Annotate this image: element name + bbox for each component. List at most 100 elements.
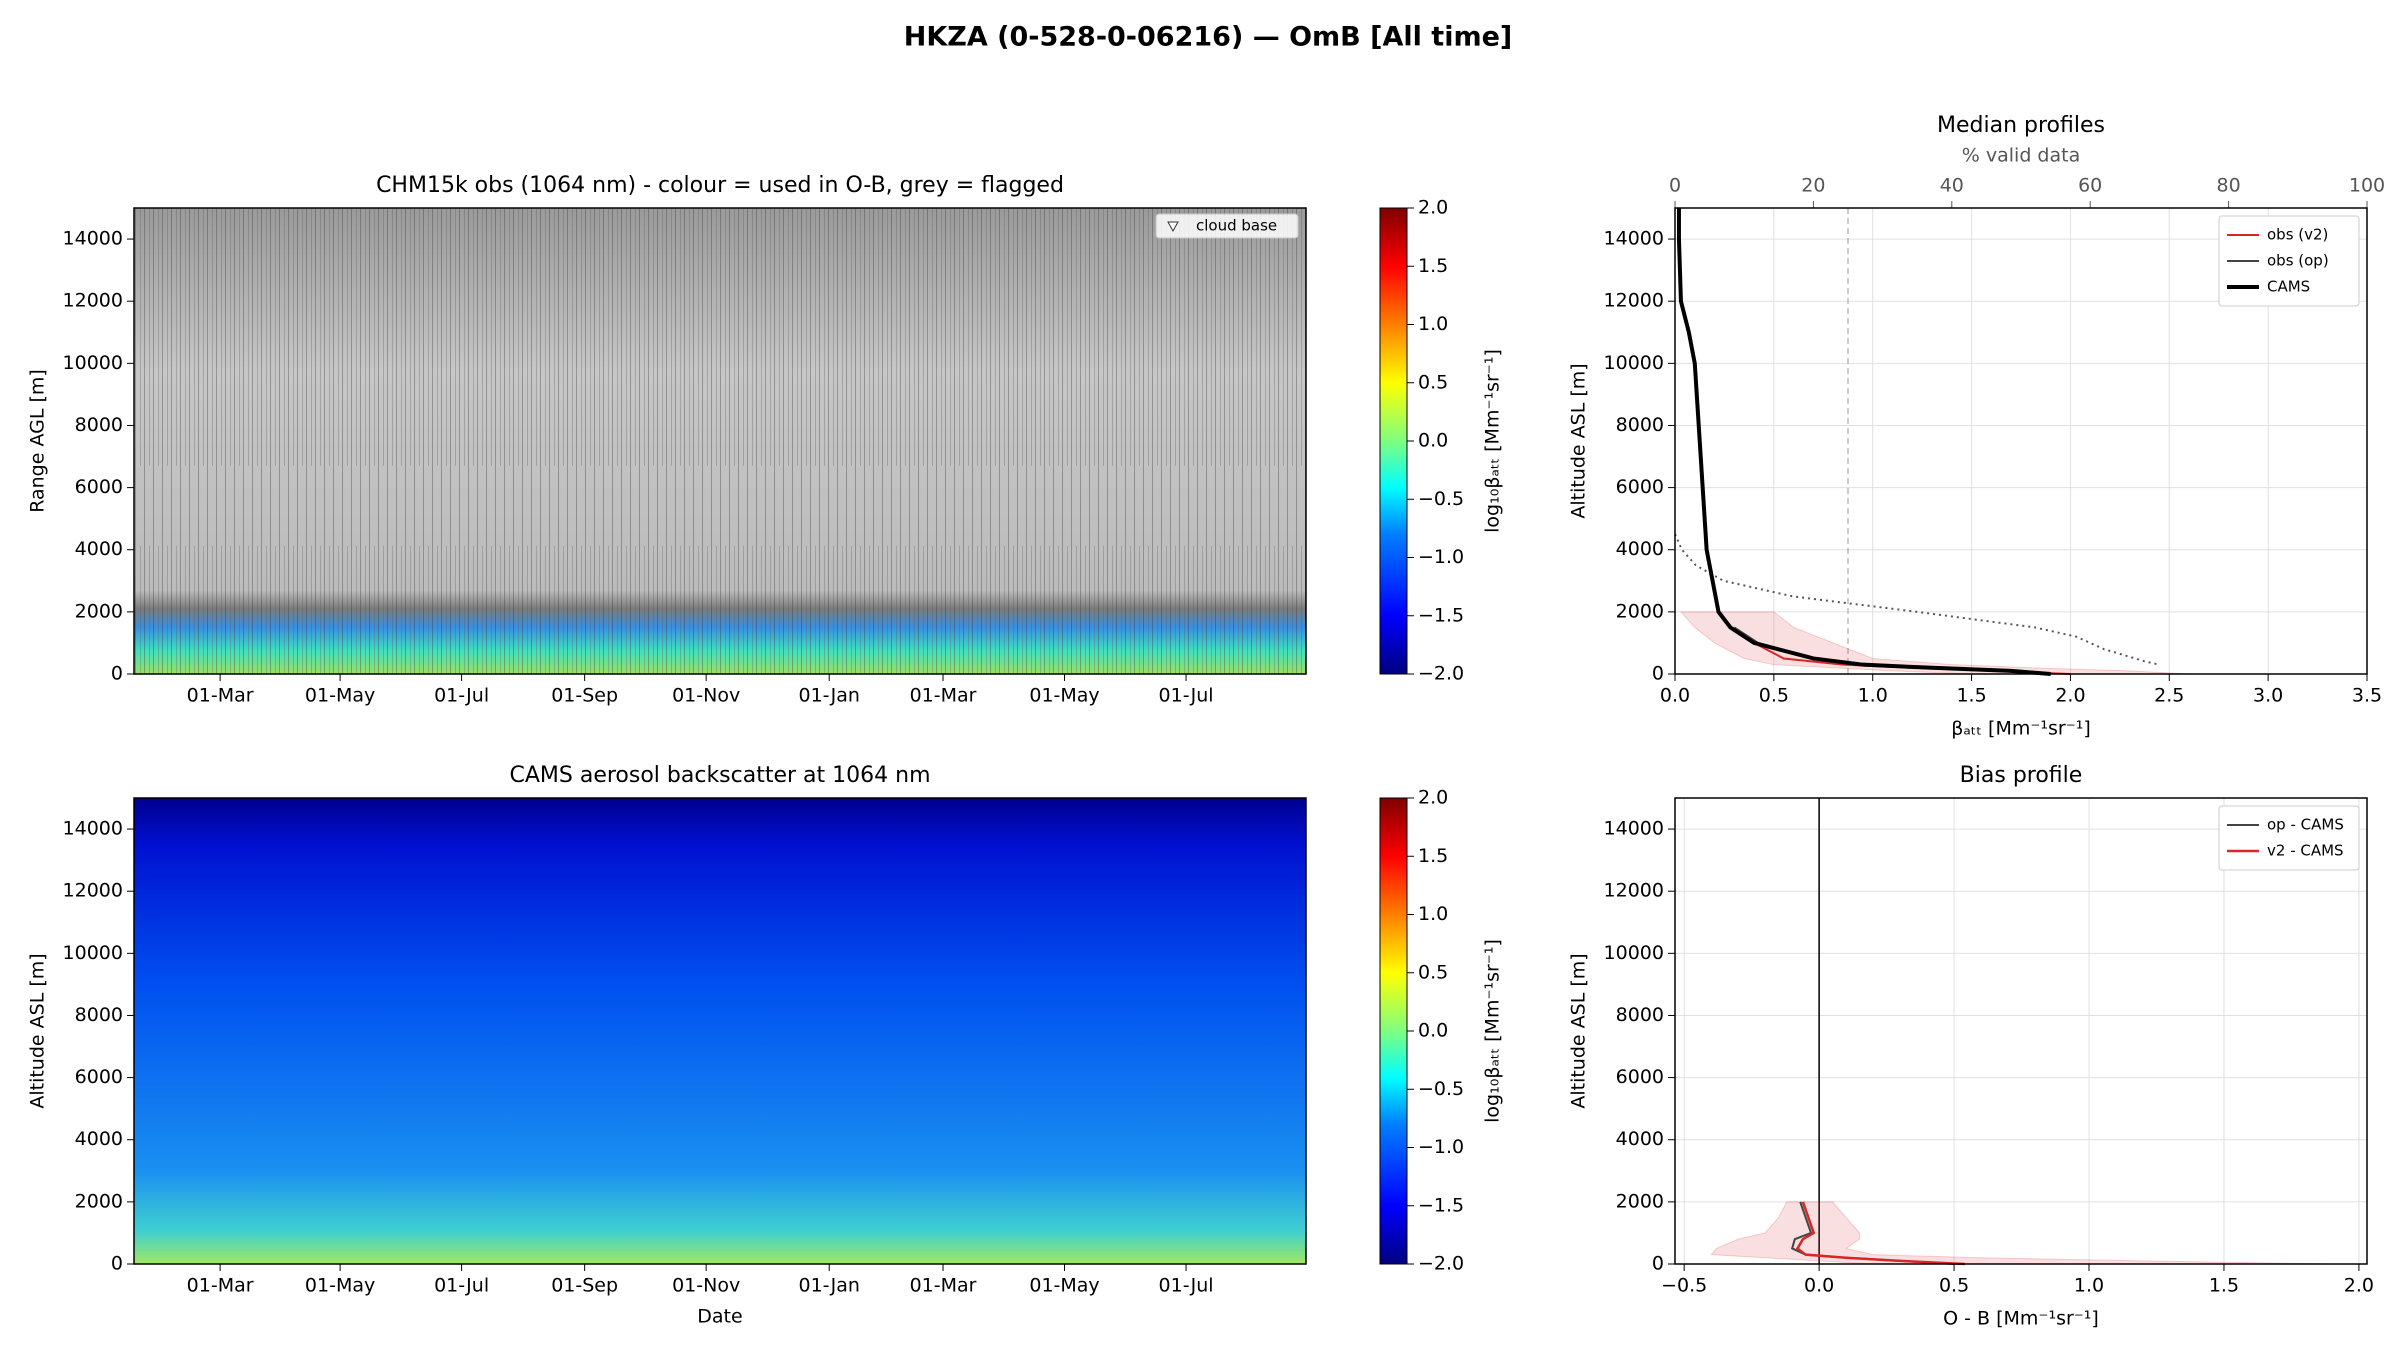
x-tick-label: 01-May (1029, 685, 1099, 707)
x2-tick-label: 0 (1669, 175, 1681, 197)
legend-label: obs (v2) (2267, 226, 2328, 244)
colorbar-tick-label: −0.5 (1418, 1078, 1464, 1100)
legend-label: v2 - CAMS (2267, 842, 2344, 860)
panel-title: CHM15k obs (1064 nm) - colour = used in … (376, 173, 1064, 198)
valid-data-line (1674, 533, 2160, 666)
x-tick-label: 3.0 (2253, 685, 2283, 707)
heatmap-image (134, 798, 1306, 1264)
colorbar-tick-label: −1.0 (1418, 546, 1464, 568)
y-tick-label: 14000 (63, 818, 123, 840)
colorbar-tick-label: 1.5 (1418, 255, 1448, 277)
x-tick-label: 01-Jul (434, 685, 489, 707)
y-tick-label: 12000 (1604, 290, 1664, 312)
legend-box (1155, 213, 1299, 239)
y-tick-label: 2000 (1616, 600, 1664, 622)
y-tick-label: 2000 (75, 600, 123, 622)
x-tick-label: 3.5 (2352, 685, 2382, 707)
x-tick-label: 1.0 (1858, 685, 1888, 707)
x-tick-label: 01-Nov (672, 1275, 740, 1297)
x-tick-label: 01-May (305, 685, 375, 707)
y-tick-label: 10000 (63, 942, 123, 964)
colorbar-tick-label: 0.0 (1418, 1020, 1448, 1042)
y-tick-label: 4000 (75, 1128, 123, 1150)
panel-title: Median profiles (1937, 113, 2105, 138)
x-tick-label: 01-Jan (799, 685, 860, 707)
colorbar-tick-label: −0.5 (1418, 488, 1464, 510)
y-tick-label: 8000 (75, 414, 123, 436)
legend-label: obs (op) (2267, 252, 2329, 270)
y-tick-label: 10000 (1604, 942, 1664, 964)
x2-tick-label: 80 (2217, 175, 2241, 197)
x2-tick-label: 40 (1940, 175, 1964, 197)
x-tick-label: 01-Sep (551, 1275, 618, 1297)
legend-label: cloud base (1196, 217, 1277, 235)
y-tick-label: 12000 (63, 290, 123, 312)
colorbar-label: log₁₀βₐₜₜ [Mm⁻¹sr⁻¹] (1482, 349, 1504, 533)
x-tick-label: 01-Jul (1159, 685, 1214, 707)
x-tick-label: 1.0 (2074, 1275, 2104, 1297)
x-axis-label: βₐₜₜ [Mm⁻¹sr⁻¹] (1951, 718, 2091, 740)
colorbar-tick-label: −2.0 (1418, 663, 1464, 685)
x2-tick-label: 20 (1801, 175, 1825, 197)
panel-title: Bias profile (1960, 763, 2083, 788)
x-tick-label: 2.0 (2055, 685, 2085, 707)
plot-frame (1674, 797, 2368, 1265)
colorbar (1379, 207, 1408, 675)
colorbar-tick-label: 0.0 (1418, 430, 1448, 452)
x-tick-label: 01-Nov (672, 685, 740, 707)
y-axis-label: Altitude ASL [m] (1568, 363, 1590, 518)
y-tick-label: 14000 (63, 228, 123, 250)
x-tick-label: 2.0 (2344, 1275, 2374, 1297)
y-tick-label: 12000 (63, 880, 123, 902)
legend-label: op - CAMS (2267, 816, 2344, 834)
x-tick-label: 01-Jul (1159, 1275, 1214, 1297)
figure-title: HKZA (0-528-0-06216) — OmB [All time] (904, 22, 1513, 53)
colorbar-tick-label: 0.5 (1418, 371, 1448, 393)
x-tick-label: −0.5 (1661, 1275, 1707, 1297)
colorbar-tick-label: 1.5 (1418, 845, 1448, 867)
y-axis-label: Range AGL [m] (27, 369, 49, 513)
x-tick-label: 01-Mar (910, 1275, 977, 1297)
y-tick-label: 12000 (1604, 880, 1664, 902)
y-tick-label: 2000 (1616, 1190, 1664, 1212)
y-tick-label: 4000 (1616, 538, 1664, 560)
panel-title: CAMS aerosol backscatter at 1064 nm (509, 763, 930, 788)
legend-box (2218, 805, 2360, 871)
y-tick-label: 0 (111, 1253, 123, 1275)
x2-tick-label: 100 (2349, 175, 2385, 197)
y-tick-label: 4000 (75, 538, 123, 560)
x-tick-label: 0.5 (1939, 1275, 1969, 1297)
x-tick-label: 01-May (305, 1275, 375, 1297)
y-tick-label: 8000 (1616, 414, 1664, 436)
plot-frame (133, 797, 1307, 1265)
y-tick-label: 14000 (1604, 228, 1664, 250)
colorbar (1379, 797, 1408, 1265)
colorbar-tick-label: −1.5 (1418, 604, 1464, 626)
y-tick-label: 8000 (75, 1004, 123, 1026)
y-tick-label: 0 (111, 663, 123, 685)
legend-box (2218, 215, 2360, 307)
y-tick-label: 14000 (1604, 818, 1664, 840)
x2-axis-label: % valid data (1962, 145, 2080, 167)
x-tick-label: 01-Mar (187, 1275, 254, 1297)
x-tick-label: 01-May (1029, 1275, 1099, 1297)
x-axis-label: Date (697, 1306, 742, 1328)
colorbar-tick-label: −1.5 (1418, 1194, 1464, 1216)
x-tick-label: 2.5 (2154, 685, 2184, 707)
x-tick-label: 01-Jul (434, 1275, 489, 1297)
y-tick-label: 10000 (63, 352, 123, 374)
y-axis-label: Altitude ASL [m] (1568, 953, 1590, 1108)
x-tick-label: 0.5 (1759, 685, 1789, 707)
colorbar-tick-label: 1.0 (1418, 903, 1448, 925)
y-tick-label: 0 (1652, 663, 1664, 685)
x-tick-label: 1.5 (1956, 685, 1986, 707)
plot-frame (133, 207, 1307, 675)
series-line (1795, 1201, 1965, 1266)
x2-tick-label: 60 (2078, 175, 2102, 197)
y-tick-label: 8000 (1616, 1004, 1664, 1026)
colorbar-tick-label: 2.0 (1418, 787, 1448, 809)
legend-label: CAMS (2267, 278, 2310, 296)
y-tick-label: 0 (1652, 1253, 1664, 1275)
